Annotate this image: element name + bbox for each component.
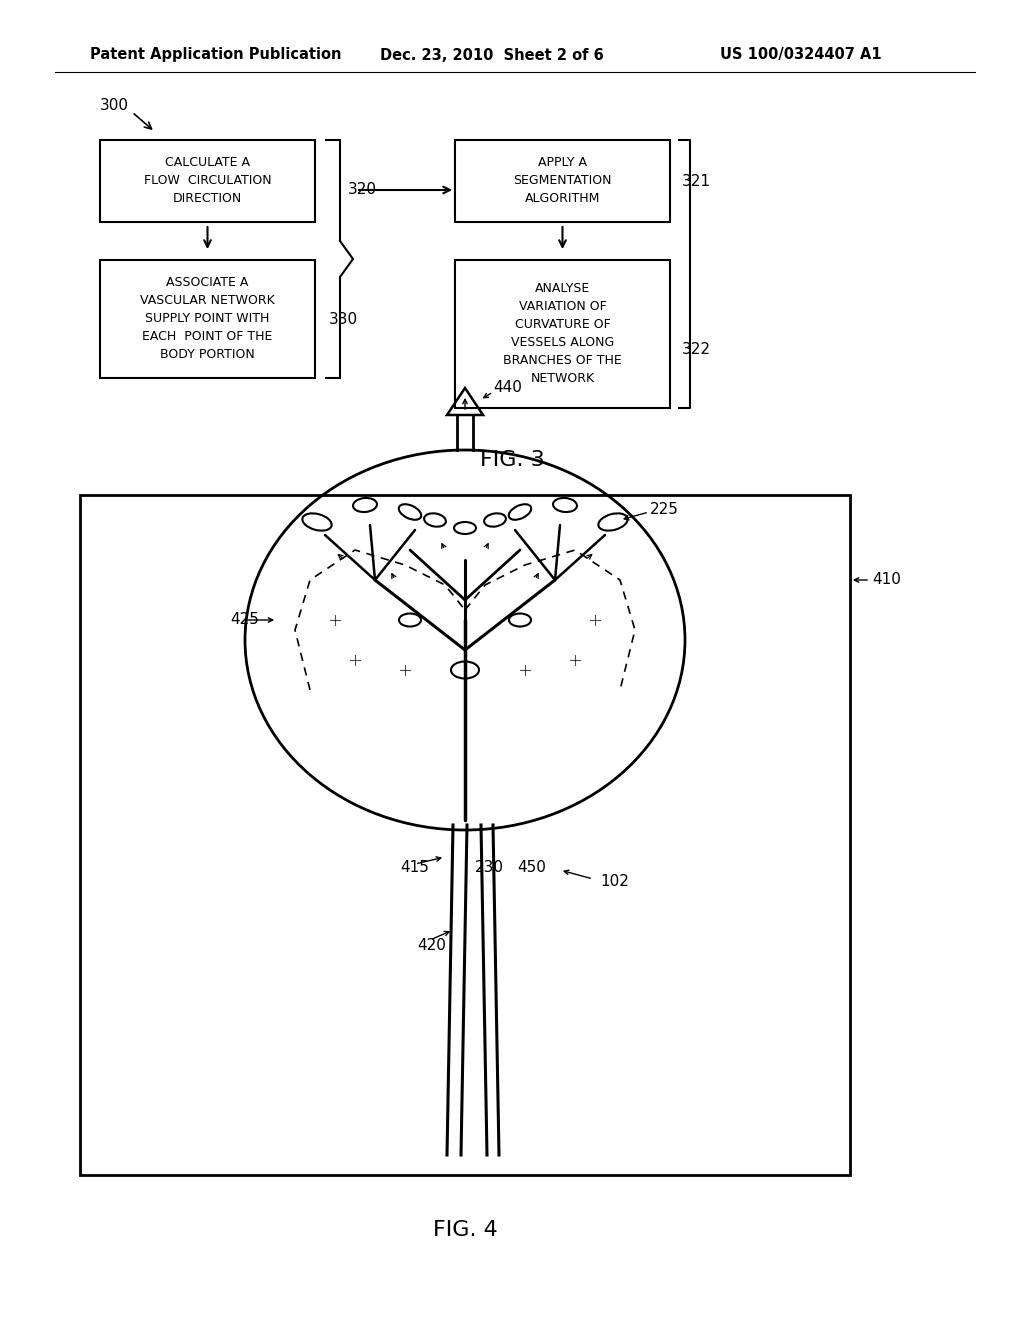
Text: FIG. 3: FIG. 3 [479,450,545,470]
Text: 225: 225 [650,503,679,517]
FancyBboxPatch shape [100,140,315,222]
Text: FIG. 4: FIG. 4 [432,1220,498,1239]
Text: 300: 300 [100,98,129,112]
Text: 320: 320 [348,182,377,198]
Text: 321: 321 [682,173,711,189]
Text: CALCULATE A
FLOW  CIRCULATION
DIRECTION: CALCULATE A FLOW CIRCULATION DIRECTION [143,157,271,206]
Text: 410: 410 [872,573,901,587]
Text: APPLY A
SEGMENTATION
ALGORITHM: APPLY A SEGMENTATION ALGORITHM [513,157,611,206]
Text: ASSOCIATE A
VASCULAR NETWORK
SUPPLY POINT WITH
EACH  POINT OF THE
BODY PORTION: ASSOCIATE A VASCULAR NETWORK SUPPLY POIN… [140,276,274,362]
Text: 322: 322 [682,342,711,356]
Text: 230: 230 [475,859,504,874]
Text: US 100/0324407 A1: US 100/0324407 A1 [720,48,882,62]
Text: 102: 102 [600,874,629,890]
Text: Dec. 23, 2010  Sheet 2 of 6: Dec. 23, 2010 Sheet 2 of 6 [380,48,604,62]
Text: 440: 440 [493,380,522,396]
Text: Patent Application Publication: Patent Application Publication [90,48,341,62]
Text: ANALYSE
VARIATION OF
CURVATURE OF
VESSELS ALONG
BRANCHES OF THE
NETWORK: ANALYSE VARIATION OF CURVATURE OF VESSEL… [503,282,622,385]
FancyBboxPatch shape [80,495,850,1175]
FancyBboxPatch shape [100,260,315,378]
FancyBboxPatch shape [455,140,670,222]
FancyBboxPatch shape [455,260,670,408]
Text: 330: 330 [329,312,358,326]
Text: 450: 450 [517,859,546,874]
Text: 425: 425 [230,612,259,627]
Text: 420: 420 [417,937,445,953]
Text: 415: 415 [400,859,429,874]
